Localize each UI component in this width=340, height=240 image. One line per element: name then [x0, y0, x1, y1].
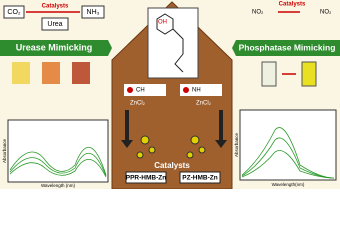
- right-reagent: NH: [192, 88, 201, 94]
- graphical-abstract: OH CH NH ZnCl₂ ZnCl₂ Catalysts PPR-HMB-Z…: [0, 0, 340, 189]
- left-product-box: [125, 171, 167, 184]
- left-x-label: Wavelength (nm): [41, 183, 76, 188]
- left-group: NO₂: [252, 10, 264, 16]
- complex-structures: [136, 135, 206, 159]
- co2-box: [3, 5, 25, 19]
- left-metal: ZnCl₂: [130, 101, 146, 107]
- hydroxyl-label: OH: [158, 20, 167, 26]
- left-y-label: Absorbance: [2, 139, 7, 164]
- right-banner-text: Phosphatase Mimicking: [239, 42, 336, 52]
- right-reagent-box: [180, 84, 222, 96]
- left-product: CO₂: [7, 9, 21, 16]
- right-x-label: Wavelength(nm): [272, 182, 305, 187]
- substrate: Urea: [47, 21, 62, 28]
- right-reagent-icon: [183, 87, 189, 93]
- left-spectrum-curves: [9, 146, 107, 178]
- left-banner: [0, 40, 112, 56]
- right-product: PZ-HMB-Zn: [182, 175, 217, 182]
- right-product-box: [179, 171, 221, 184]
- page: OH CH NH ZnCl₂ ZnCl₂ Catalysts PPR-HMB-Z…: [0, 0, 340, 189]
- phosphatase-catalyst: Catalysts: [279, 2, 306, 8]
- left-reagent-icon: [127, 87, 133, 93]
- right-spectrum-frame: [239, 109, 337, 181]
- right-banner: [232, 40, 340, 56]
- left-banner-text: Urease Mimicking: [16, 42, 93, 52]
- nh3-box: [81, 5, 105, 19]
- center-catalysts: Catalysts: [154, 161, 190, 170]
- vial-after: [301, 61, 317, 87]
- vials: [12, 62, 90, 84]
- left-spectrum-frame: [7, 119, 109, 183]
- left-reagent: CH: [136, 88, 145, 94]
- urea-box: [41, 17, 69, 31]
- urease-catalyst: Catalysts: [42, 4, 69, 10]
- left-product: PPR-HMB-Zn: [126, 175, 166, 182]
- right-metal: ZnCl₂: [196, 101, 212, 107]
- right-y-label: Absorbance: [234, 133, 239, 158]
- right-group: NO₂: [320, 10, 332, 16]
- molecule: [156, 13, 184, 73]
- right-spectrum-curves: [241, 127, 335, 179]
- right-product: NH₃: [87, 9, 100, 16]
- vial-before: [261, 61, 277, 87]
- left-reagent-box: [124, 84, 166, 96]
